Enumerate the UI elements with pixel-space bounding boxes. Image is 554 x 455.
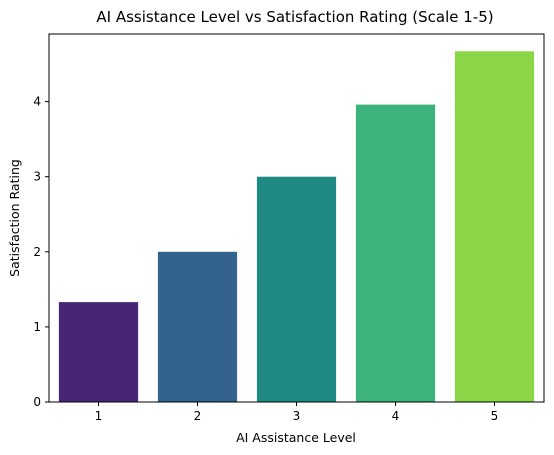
x-tick-label: 2 [194,409,202,423]
y-tick-label: 4 [33,95,41,109]
bar-5 [454,51,535,402]
bar-3 [256,176,337,402]
x-tick-label: 5 [491,409,499,423]
x-axis-label: AI Assistance Level [236,430,356,445]
y-axis-label: Satisfaction Rating [7,159,22,277]
chart-title: AI Assistance Level vs Satisfaction Rati… [96,8,493,26]
bar-2 [157,251,238,402]
x-tick-label: 3 [293,409,301,423]
y-tick-label: 3 [33,170,41,184]
y-tick-label: 0 [33,395,41,409]
x-axis-ticks: 1 2 3 4 5 [95,402,499,423]
bar-1 [58,302,139,402]
y-tick-label: 1 [33,320,41,334]
y-axis-ticks: 0 1 2 3 4 [33,95,49,409]
plot-frame [48,33,545,403]
bar-4 [355,104,436,402]
bars-group [58,51,535,402]
x-tick-label: 1 [95,409,103,423]
y-tick-label: 2 [33,245,41,259]
x-tick-label: 4 [392,409,400,423]
